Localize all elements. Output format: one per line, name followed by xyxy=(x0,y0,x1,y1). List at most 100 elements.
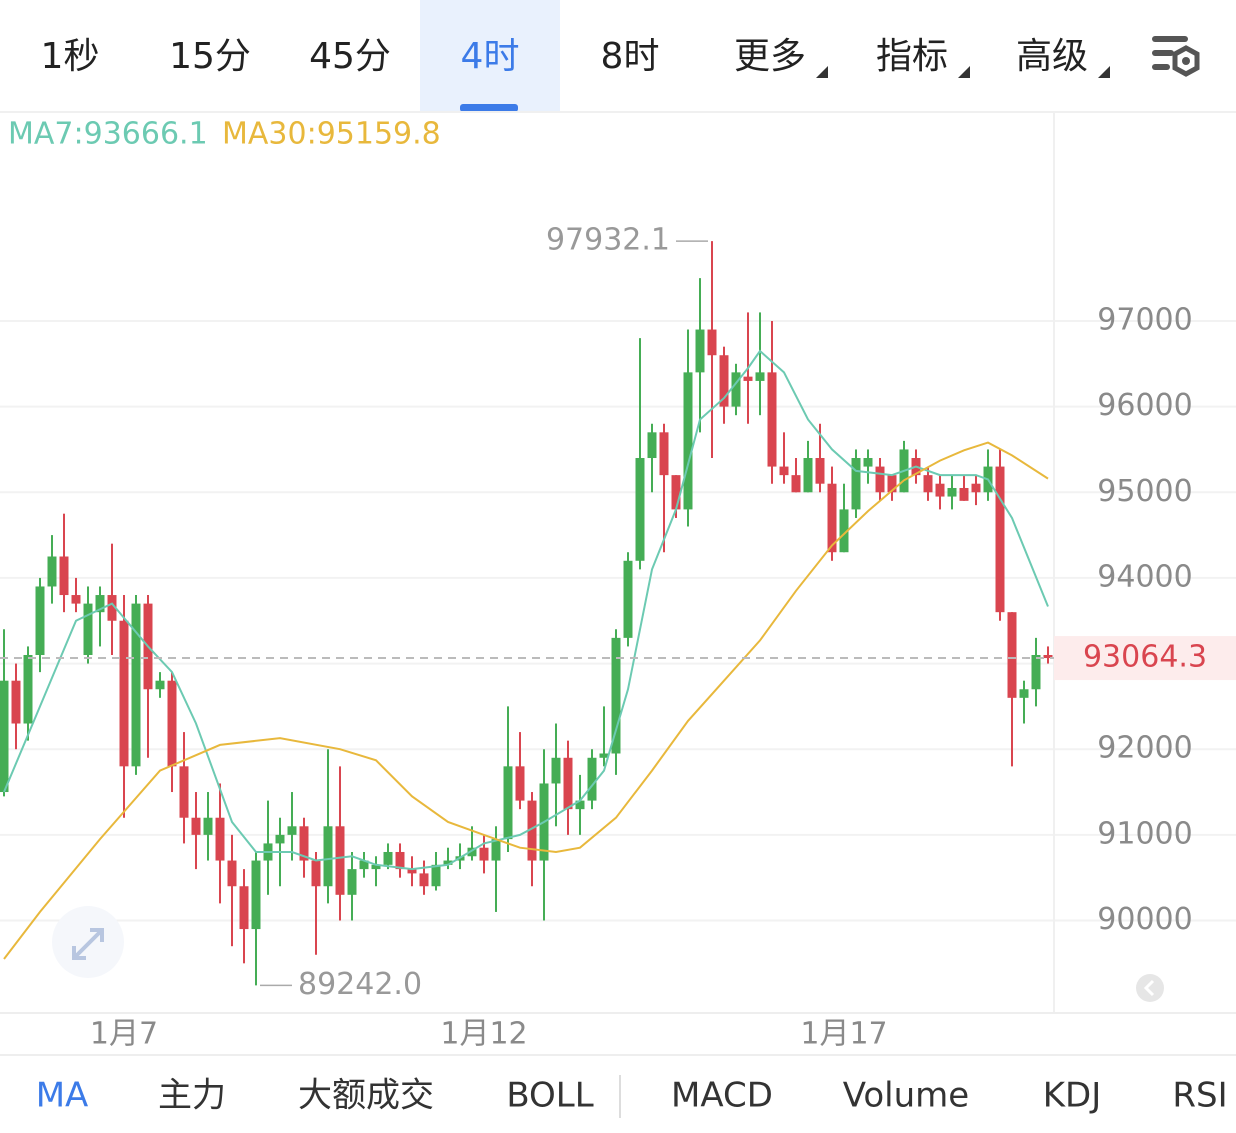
candle-body xyxy=(419,873,429,887)
y-tick-label: 95000 xyxy=(1097,474,1192,509)
candle-body xyxy=(707,329,717,356)
icon-bar xyxy=(1152,36,1188,42)
candle-body xyxy=(311,860,321,887)
candle-body xyxy=(23,654,33,724)
candle-body xyxy=(131,603,141,767)
candle-body xyxy=(239,886,249,930)
candle-body xyxy=(155,680,165,690)
indicator-tab[interactable]: MA xyxy=(36,1076,89,1116)
ma-line xyxy=(3,349,1049,871)
active-tab-indicator xyxy=(460,104,518,112)
interval-tab[interactable]: 指标 xyxy=(876,36,948,77)
indicator-tab[interactable]: 主力 xyxy=(158,1076,226,1116)
candle-body xyxy=(647,432,657,459)
candle-body xyxy=(659,432,669,476)
y-tick-label: 97000 xyxy=(1097,302,1192,337)
min-label: 89242.0 xyxy=(298,967,422,1002)
x-tick-label: 1月7 xyxy=(90,1017,158,1052)
indicator-tab[interactable]: RSI xyxy=(1172,1076,1227,1116)
interval-tab[interactable]: 15分 xyxy=(169,36,251,77)
candle-body xyxy=(551,757,561,784)
interval-tab[interactable]: 1秒 xyxy=(41,36,100,77)
expand-arrow xyxy=(72,928,104,960)
candle-body xyxy=(815,458,825,484)
candle-body xyxy=(767,372,777,467)
candle-body xyxy=(95,595,105,613)
y-tick-label: 91000 xyxy=(1097,816,1192,851)
candle-body xyxy=(491,839,501,861)
indicator-tab[interactable]: MACD xyxy=(671,1076,773,1116)
candle-body xyxy=(971,483,981,493)
candle-body xyxy=(107,595,117,621)
candle-body xyxy=(467,847,477,857)
indicator-tabs: MA 主力 大额成交 BOLL MACD Volume KDJ RSI xyxy=(36,1076,1228,1116)
candle-body xyxy=(923,475,933,493)
candle-body xyxy=(851,458,861,510)
x-tick-label: 1月12 xyxy=(440,1017,527,1052)
ma-line xyxy=(3,441,1049,960)
y-tick-label: 90000 xyxy=(1097,902,1192,937)
candle-body xyxy=(755,372,765,381)
candle-body xyxy=(251,860,261,930)
settings-icon[interactable] xyxy=(1152,36,1200,77)
candle-body xyxy=(671,475,681,510)
candle-body xyxy=(59,556,69,596)
candle-body xyxy=(563,757,573,810)
candle-body xyxy=(1007,612,1017,698)
candle-body xyxy=(287,826,297,835)
candle-body xyxy=(743,376,753,381)
candle-body xyxy=(0,680,9,793)
candle-body xyxy=(275,834,285,844)
current-price-bg xyxy=(1054,636,1236,681)
x-tick-label: 1月17 xyxy=(800,1017,887,1052)
candle-body xyxy=(1043,654,1053,659)
candle-body xyxy=(791,475,801,493)
indicator-tab[interactable]: Volume xyxy=(843,1076,969,1116)
interval-tab[interactable]: 45分 xyxy=(309,36,391,77)
dropdown-triangle xyxy=(958,66,970,78)
interval-tab[interactable]: 高级 xyxy=(1016,36,1088,77)
candle-body xyxy=(407,869,417,874)
candle-body xyxy=(503,766,513,840)
candle-body xyxy=(11,680,21,724)
candle-body xyxy=(35,586,45,655)
candle-body xyxy=(179,766,189,818)
indicator-tab[interactable]: BOLL xyxy=(506,1076,593,1116)
candle-body xyxy=(191,817,201,835)
candle-body xyxy=(359,860,369,870)
candle-body xyxy=(635,458,645,561)
candle-body xyxy=(83,603,93,655)
candle-body xyxy=(323,826,333,887)
candle-body xyxy=(935,483,945,497)
candle-body xyxy=(71,595,81,604)
candle-body xyxy=(959,487,969,501)
candle-body xyxy=(863,458,873,467)
scroll-arrow xyxy=(1143,979,1155,997)
candle-body xyxy=(515,766,525,801)
candle-body xyxy=(371,864,381,870)
candle-body xyxy=(779,466,789,476)
interval-tab[interactable]: 8时 xyxy=(601,36,660,77)
expand-button[interactable] xyxy=(52,906,124,978)
candle-body xyxy=(587,757,597,801)
candle-body xyxy=(611,637,621,754)
current-price-label: 93064.3 xyxy=(1083,640,1207,675)
candle-body xyxy=(431,864,441,887)
dropdown-triangle xyxy=(816,66,828,78)
indicator-tab[interactable]: 大额成交 xyxy=(298,1076,434,1116)
candle-body xyxy=(599,753,609,758)
plot: 97932.1 89242.0 93064.3 xyxy=(0,223,1236,1002)
ma30-legend: MA30:95159.8 xyxy=(222,117,441,152)
candle-body xyxy=(827,483,837,553)
candle-body xyxy=(395,851,405,870)
scroll-button[interactable] xyxy=(1136,974,1164,1002)
indicator-tab[interactable]: KDJ xyxy=(1043,1076,1102,1116)
scroll-bg xyxy=(1136,974,1164,1002)
icon-dot xyxy=(1182,57,1190,65)
interval-tab[interactable]: 4时 xyxy=(461,36,520,77)
candle-body xyxy=(527,800,537,861)
candle-body xyxy=(203,817,213,835)
interval-tab[interactable]: 更多 xyxy=(734,36,806,77)
